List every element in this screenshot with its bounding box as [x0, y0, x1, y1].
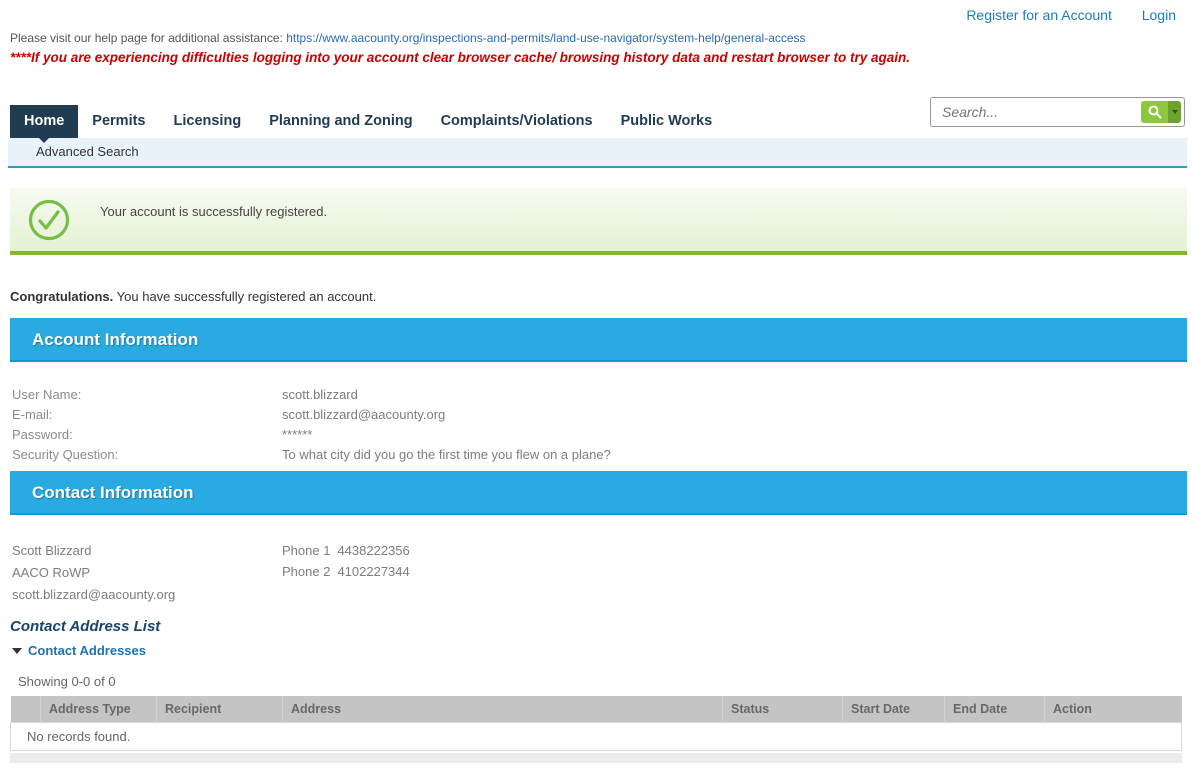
col-address-type: Address Type [40, 696, 157, 723]
congratulations-rest: You have successfully registered an acco… [113, 289, 377, 304]
help-url-link[interactable]: https://www.aacounty.org/inspections-and… [286, 31, 806, 45]
security-question-value: To what city did you go the first time y… [282, 447, 611, 462]
email-value: scott.blizzard@aacounty.org [282, 407, 446, 422]
login-warning-text: ****If you are experiencing difficulties… [10, 50, 910, 65]
field-row-email: E-mail: scott.blizzard@aacounty.org [12, 405, 1192, 425]
security-question-label: Security Question: [12, 447, 119, 462]
triangle-down-icon [12, 647, 22, 654]
contact-email: scott.blizzard@aacounty.org [12, 587, 176, 602]
tab-complaints-violations[interactable]: Complaints/Violations [440, 113, 593, 129]
email-label: E-mail: [12, 407, 53, 422]
phone-2-row: Phone 2 4102227344 [282, 561, 410, 582]
col-end-date: End Date [944, 696, 1045, 723]
col-status: Status [722, 696, 843, 723]
search-icon [1148, 105, 1161, 119]
contact-addresses-toggle[interactable]: Contact Addresses [12, 643, 1192, 658]
success-message: Your account is successfully registered. [100, 204, 328, 219]
login-link[interactable]: Login [1141, 7, 1176, 23]
tab-permits[interactable]: Permits [92, 113, 146, 129]
showing-count: Showing 0-0 of 0 [18, 674, 116, 689]
phone-1-value: 4438222356 [337, 543, 410, 558]
col-address: Address [282, 696, 723, 723]
search-button-group [1141, 101, 1181, 123]
congratulations-text: Congratulations. You have successfully r… [10, 289, 1192, 304]
password-value: ****** [282, 427, 313, 442]
field-row-password: Password: ****** [12, 425, 1192, 445]
contact-name: Scott Blizzard [12, 543, 92, 558]
help-text: Please visit our help page for additiona… [10, 31, 283, 45]
contact-identity: Scott Blizzard AACO RoWP scott.blizzard@… [12, 540, 282, 606]
help-line: Please visit our help page for additiona… [0, 23, 1192, 45]
col-start-date: Start Date [842, 696, 945, 723]
top-account-links: Register for an Account Login [0, 0, 1192, 23]
tab-planning-and-zoning[interactable]: Planning and Zoning [269, 113, 413, 129]
tab-home[interactable]: Home [10, 105, 79, 143]
main-nav: Home Permits Licensing Planning and Zoni… [10, 105, 1192, 143]
search-box [930, 97, 1185, 127]
tab-licensing[interactable]: Licensing [173, 113, 242, 129]
contact-addresses-label: Contact Addresses [28, 643, 146, 658]
phone-1-row: Phone 1 4438222356 [282, 540, 410, 561]
account-fields: User Name: scott.blizzard E-mail: scott.… [12, 385, 1192, 465]
username-label: User Name: [12, 387, 82, 402]
congratulations-bold: Congratulations. [10, 289, 114, 304]
no-records-message: No records found. [10, 722, 1182, 751]
global-search [930, 97, 1185, 127]
col-action: Action [1044, 696, 1182, 723]
username-value: scott.blizzard [282, 387, 358, 402]
col-recipient: Recipient [156, 696, 283, 723]
sub-nav-bar: Advanced Search [8, 138, 1187, 168]
field-row-security-question: Security Question: To what city did you … [12, 445, 1192, 465]
tab-public-works[interactable]: Public Works [620, 113, 713, 129]
search-button[interactable] [1141, 101, 1168, 123]
table-footer-strip [10, 753, 1182, 763]
success-check-icon [28, 199, 70, 240]
contact-address-list-title: Contact Address List [10, 618, 161, 635]
phone-2-label: Phone 2 [282, 564, 331, 579]
password-label: Password: [12, 427, 73, 442]
table-empty-row: No records found. [10, 722, 1182, 751]
advanced-search-link[interactable]: Advanced Search [36, 144, 139, 159]
search-options-button[interactable] [1168, 101, 1181, 123]
account-information-header: Account Information [10, 318, 1187, 362]
table-header-row: Address Type Recipient Address Status St… [10, 696, 1182, 723]
contact-phones: Phone 1 4438222356 Phone 2 4102227344 [282, 540, 410, 606]
phone-1-label: Phone 1 [282, 543, 331, 558]
chevron-down-icon [1171, 110, 1178, 114]
contact-information-header: Contact Information [10, 471, 1187, 515]
col-select [10, 696, 41, 723]
phone-2-value: 4102227344 [337, 564, 410, 579]
contact-block: Scott Blizzard AACO RoWP scott.blizzard@… [12, 540, 1192, 606]
contact-organization: AACO RoWP [12, 565, 91, 580]
field-row-username: User Name: scott.blizzard [12, 385, 1192, 405]
register-account-link[interactable]: Register for an Account [966, 7, 1112, 23]
success-banner: Your account is successfully registered. [10, 188, 1187, 255]
contact-address-table: Address Type Recipient Address Status St… [10, 696, 1182, 751]
search-input[interactable] [940, 103, 1141, 121]
